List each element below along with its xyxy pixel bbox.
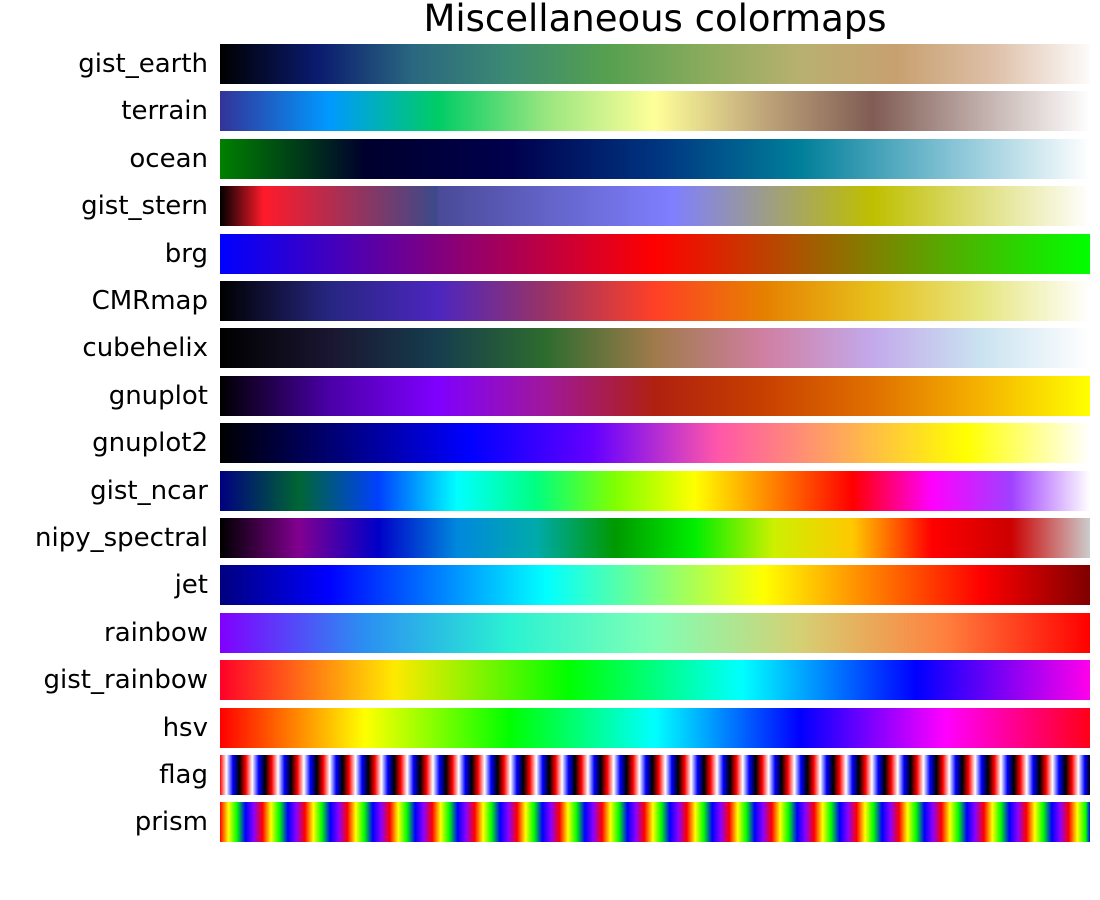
colormap-bar-nipy_spectral [220, 518, 1090, 558]
colormap-row-ocean: ocean [0, 139, 1100, 179]
colormap-row-gnuplot2: gnuplot2 [0, 423, 1100, 463]
colormap-row-terrain: terrain [0, 91, 1100, 131]
colormap-label: brg [164, 239, 208, 269]
colormap-label: cubehelix [82, 333, 208, 363]
colormap-row-gist_ncar: gist_ncar [0, 471, 1100, 511]
colormap-row-gist_earth: gist_earth [0, 44, 1100, 84]
colormap-label: gist_ncar [90, 476, 208, 506]
colormap-label: gist_earth [78, 49, 208, 79]
colormap-row-CMRmap: CMRmap [0, 281, 1100, 321]
colormap-bar-prism [220, 802, 1090, 842]
colormap-label: jet [174, 570, 208, 600]
colormap-row-gist_stern: gist_stern [0, 186, 1100, 226]
colormap-row-jet: jet [0, 565, 1100, 605]
colormap-label: nipy_spectral [35, 523, 208, 553]
colormap-label: terrain [121, 96, 208, 126]
colormap-row-gist_rainbow: gist_rainbow [0, 660, 1100, 700]
colormap-row-hsv: hsv [0, 708, 1100, 748]
chart-title: Miscellaneous colormaps [423, 0, 887, 40]
colormap-bar-ocean [220, 139, 1090, 179]
colormap-label: gist_rainbow [43, 665, 208, 695]
colormap-bar-brg [220, 234, 1090, 274]
colormap-bar-flag [220, 755, 1090, 795]
colormap-row-brg: brg [0, 234, 1100, 274]
colormap-bar-hsv [220, 708, 1090, 748]
colormap-bar-CMRmap [220, 281, 1090, 321]
colormap-bar-gnuplot2 [220, 423, 1090, 463]
colormap-bar-gist_ncar [220, 471, 1090, 511]
colormap-label: hsv [162, 713, 208, 743]
colormap-label: CMRmap [91, 286, 208, 316]
colormap-label: gist_stern [81, 191, 208, 221]
colormap-row-cubehelix: cubehelix [0, 328, 1100, 368]
colormap-label: gnuplot2 [92, 428, 208, 458]
colormap-bar-gist_stern [220, 186, 1090, 226]
colormap-label: flag [159, 760, 208, 790]
colormap-bar-gnuplot [220, 376, 1090, 416]
colormap-label: rainbow [104, 618, 208, 648]
colormap-bar-jet [220, 565, 1090, 605]
colormap-row-prism: prism [0, 802, 1100, 842]
colormap-bar-gist_earth [220, 44, 1090, 84]
colormap-row-nipy_spectral: nipy_spectral [0, 518, 1100, 558]
colormap-bar-rainbow [220, 613, 1090, 653]
colormap-bar-terrain [220, 91, 1090, 131]
colormap-row-flag: flag [0, 755, 1100, 795]
colormap-label: gnuplot [108, 381, 208, 411]
colormap-label: prism [134, 807, 208, 837]
colormap-bar-cubehelix [220, 328, 1090, 368]
colormap-bar-gist_rainbow [220, 660, 1090, 700]
colormap-label: ocean [129, 144, 208, 174]
colormap-row-gnuplot: gnuplot [0, 376, 1100, 416]
colormap-row-rainbow: rainbow [0, 613, 1100, 653]
